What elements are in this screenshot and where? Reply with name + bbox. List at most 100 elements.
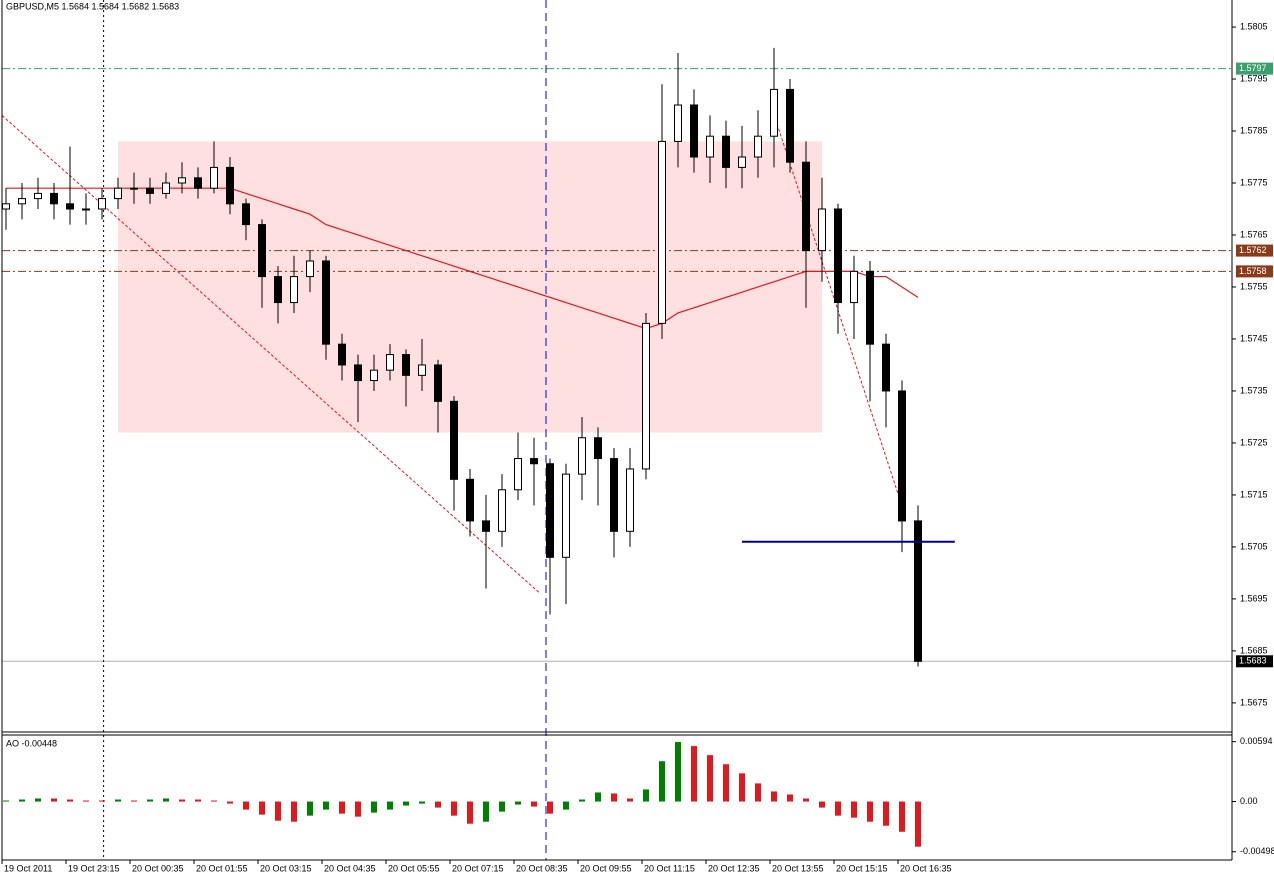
ao-bar: [275, 801, 281, 821]
ao-bar: [611, 793, 617, 802]
candle-body: [114, 187, 122, 200]
candle-body: [354, 364, 362, 382]
candle-body: [738, 156, 746, 168]
candle-body: [722, 135, 730, 168]
y-tick-label: 1.5745: [1240, 333, 1268, 343]
candle-body: [642, 322, 650, 470]
candle-body: [834, 208, 842, 304]
ao-bar: [147, 799, 153, 802]
candle-body: [258, 224, 266, 278]
y-tick-label: 1.5775: [1240, 177, 1268, 187]
candle-body: [34, 192, 42, 200]
ao-bar: [691, 746, 697, 802]
ao-bar: [451, 801, 457, 816]
ao-tick-label: 0.00: [1240, 796, 1258, 806]
ao-bar: [99, 800, 105, 802]
ao-bar: [723, 764, 729, 802]
x-tick-label: 19 Oct 23:15: [68, 863, 120, 873]
x-tick-label: 20 Oct 16:35: [900, 863, 952, 873]
candle-body: [322, 260, 330, 345]
price-tag: [1236, 244, 1273, 257]
ao-bar: [659, 761, 665, 802]
ao-bar: [179, 799, 185, 802]
ao-bar: [131, 800, 137, 802]
candle-body: [210, 166, 218, 189]
ao-bar: [307, 801, 313, 816]
ao-bar: [435, 801, 441, 808]
ao-bar: [35, 798, 41, 802]
candle-body: [706, 135, 714, 158]
candle-body: [402, 354, 410, 376]
candle-body: [514, 458, 522, 491]
y-tick-label: 1.5755: [1240, 281, 1268, 291]
ao-bar: [643, 789, 649, 802]
candle-body: [242, 203, 250, 226]
ao-bar: [3, 800, 9, 802]
y-tick-label: 1.5785: [1240, 125, 1268, 135]
candle-body: [418, 364, 426, 376]
candle-body: [562, 473, 570, 558]
y-tick-label: 1.5685: [1240, 645, 1268, 655]
ao-bar: [803, 798, 809, 802]
candle-body: [50, 192, 58, 205]
ao-bar: [211, 800, 217, 802]
candle-body: [770, 88, 778, 137]
y-tick-label: 1.5805: [1240, 21, 1268, 31]
ao-bar: [531, 801, 537, 807]
y-tick-label: 1.5695: [1240, 593, 1268, 603]
price-panel: [1, 0, 1232, 860]
candle-body: [578, 437, 586, 475]
ao-bar: [195, 799, 201, 802]
ao-bar: [259, 801, 265, 815]
candle-body: [594, 437, 602, 460]
candle-body: [530, 458, 538, 465]
candle-body: [306, 260, 314, 278]
candle-body: [690, 104, 698, 158]
candle-body: [674, 104, 682, 142]
price-tag: [1236, 265, 1273, 278]
ao-bar: [243, 801, 249, 810]
candle-body: [610, 458, 618, 532]
candle-body: [146, 187, 154, 194]
ao-bar: [739, 773, 745, 802]
x-tick-label: 20 Oct 03:15: [260, 863, 312, 873]
x-tick-label: 20 Oct 04:35: [324, 863, 376, 873]
candle-body: [498, 489, 506, 532]
x-tick-label: 20 Oct 05:55: [388, 863, 440, 873]
candle-body: [546, 463, 554, 558]
zone: [118, 141, 822, 433]
price-tag-label: 1.5683: [1239, 656, 1267, 666]
candle-body: [338, 343, 346, 366]
ao-bar: [67, 799, 73, 802]
price-tag-label: 1.5762: [1239, 245, 1267, 255]
x-tick-label: 19 Oct 2011: [4, 863, 52, 873]
candle-body: [482, 520, 490, 532]
ao-bar: [115, 799, 121, 802]
candle-body: [18, 198, 26, 205]
candle-body: [98, 198, 106, 210]
candle-body: [290, 276, 298, 304]
ao-bar: [515, 801, 521, 805]
candle-body: [162, 182, 170, 194]
chart-title: GBPUSD,M5 1.5684 1.5684 1.5682 1.5683: [6, 1, 179, 11]
ao-tick-label: 0.00594: [1240, 736, 1273, 746]
price-tag: [1236, 62, 1273, 75]
ao-bar: [371, 801, 377, 813]
ao-bar: [483, 801, 489, 822]
candle-body: [914, 520, 922, 662]
ao-bar: [883, 801, 889, 826]
ao-bar: [83, 800, 89, 802]
ao-bar: [227, 801, 233, 804]
candle-body: [898, 390, 906, 522]
ao-bar: [899, 801, 905, 832]
ao-bar: [323, 801, 329, 810]
ao-bar: [771, 791, 777, 802]
candle-body: [802, 161, 810, 252]
ao-bar: [387, 801, 393, 810]
candle-body: [786, 88, 794, 163]
candle-body: [450, 400, 458, 480]
candle-body: [818, 208, 826, 252]
ao-bar: [51, 798, 57, 802]
candle-body: [178, 177, 186, 184]
